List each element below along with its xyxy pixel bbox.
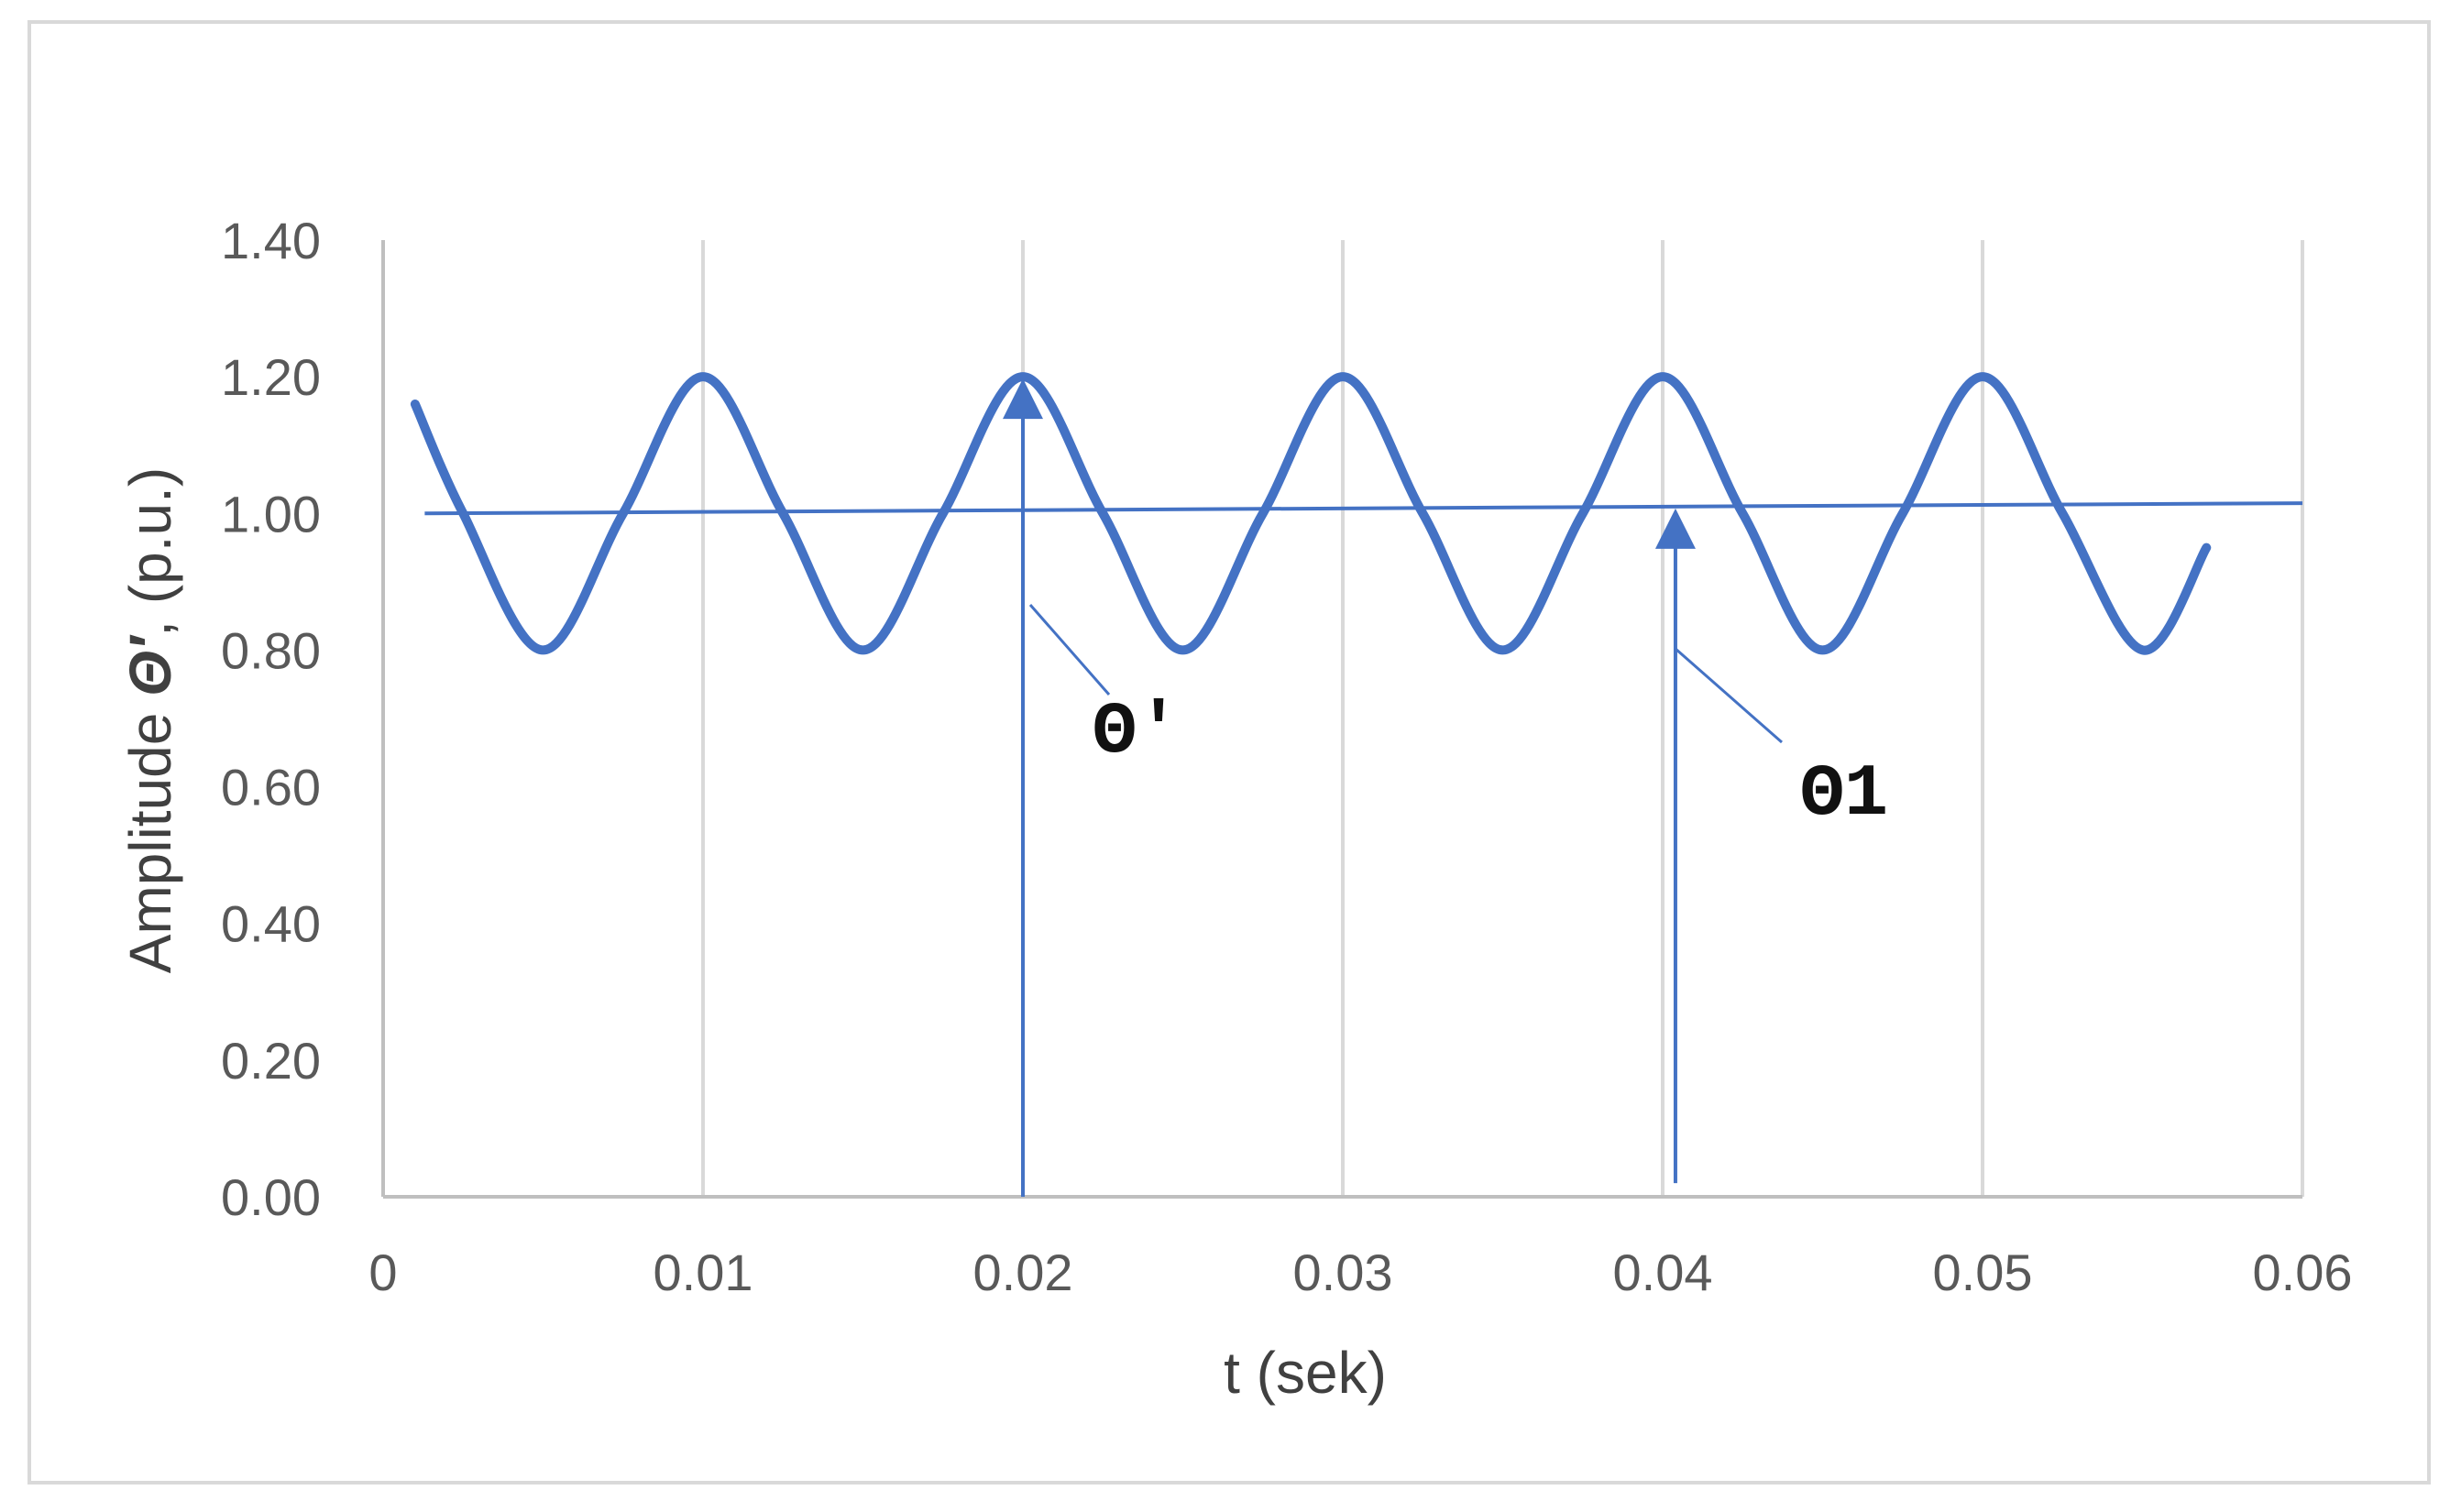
- x-tick-label: 0.06: [2253, 1244, 2353, 1301]
- x-tick-label: 0.02: [973, 1244, 1073, 1301]
- axes: [381, 240, 2302, 1199]
- x-tick-label: 0.04: [1613, 1244, 1713, 1301]
- y-tick-label: 0.20: [221, 1032, 321, 1090]
- y-tick-label: 0.40: [221, 895, 321, 953]
- annotation-arrow-head: [1654, 508, 1696, 549]
- x-tick-label: 0: [368, 1244, 397, 1301]
- annotations: Θ' Θ1: [1003, 378, 1888, 1197]
- y-tick-label: 0.60: [221, 759, 321, 816]
- y-axis-title-unit: , (p.u.): [117, 467, 183, 637]
- oscillation-curve: [410, 372, 2212, 655]
- reference-line: [424, 501, 2303, 516]
- annotation-label: Θ1: [1800, 753, 1888, 837]
- series-layer: [410, 372, 2303, 655]
- y-axis-title-symbol: Θ′: [117, 634, 183, 696]
- x-tick-label: 0.01: [654, 1244, 753, 1301]
- annotation-leader-line: [1675, 647, 1783, 744]
- annotation-leader-line: [1028, 604, 1111, 696]
- y-tick-label: 1.00: [221, 485, 321, 542]
- y-tick-label: 0.00: [221, 1168, 321, 1226]
- y-axis-title-prefix: Amplitude: [117, 696, 183, 973]
- x-axis-title: t (sek): [1224, 1340, 1387, 1406]
- annotation-label: Θ': [1093, 691, 1181, 774]
- tick-labels: 0 0.01 0.02 0.03 0.04 0.05 0.06 0.00 0.20 0.40 0.6…: [221, 212, 2353, 1301]
- y-axis-title: Amplitude Θ′, (p.u.): [117, 467, 183, 973]
- chart-frame: [27, 20, 2431, 1485]
- y-tick-label: 1.40: [221, 212, 321, 269]
- x-tick-label: 0.05: [1933, 1244, 2033, 1301]
- y-tick-label: 1.20: [221, 348, 321, 406]
- x-tick-label: 0.03: [1293, 1244, 1393, 1301]
- y-tick-label: 0.80: [221, 621, 321, 679]
- gridlines: [701, 240, 2304, 1197]
- annotation-arrow-head: [1003, 378, 1043, 420]
